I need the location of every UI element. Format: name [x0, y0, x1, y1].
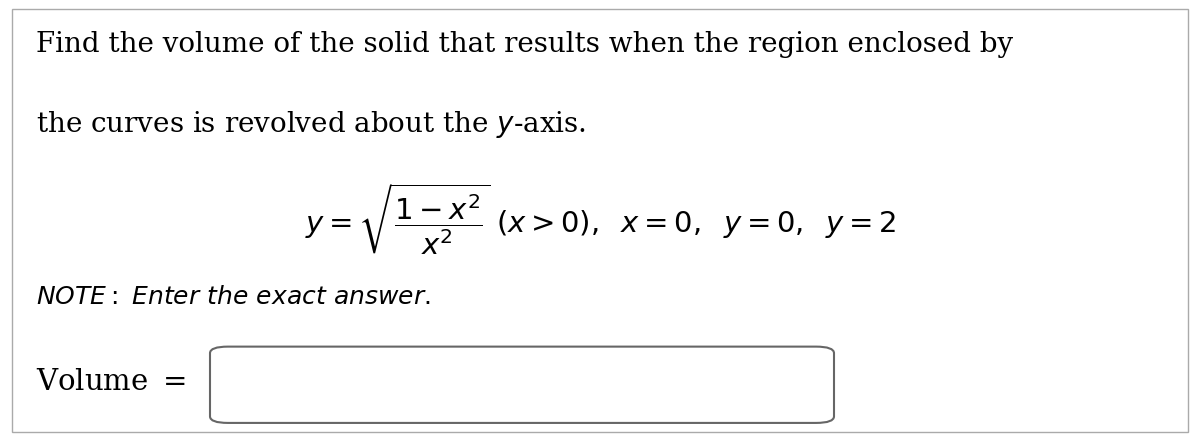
Text: Find the volume of the solid that results when the region enclosed by: Find the volume of the solid that result… [36, 31, 1013, 58]
Text: Volume $=$: Volume $=$ [36, 368, 186, 396]
Text: the curves is revolved about the $y$-axis.: the curves is revolved about the $y$-axi… [36, 109, 586, 140]
FancyBboxPatch shape [210, 347, 834, 423]
Text: $y = \sqrt{\dfrac{1 - x^2}{x^2}}\;(x > 0),\;\; x = 0,\;\; y = 0,\;\; y = 2$: $y = \sqrt{\dfrac{1 - x^2}{x^2}}\;(x > 0… [305, 181, 895, 257]
Text: $\mathit{NOTE}\mathit{:}$ $\mathit{Enter\ the\ exact\ answer.}$: $\mathit{NOTE}\mathit{:}$ $\mathit{Enter… [36, 286, 431, 309]
